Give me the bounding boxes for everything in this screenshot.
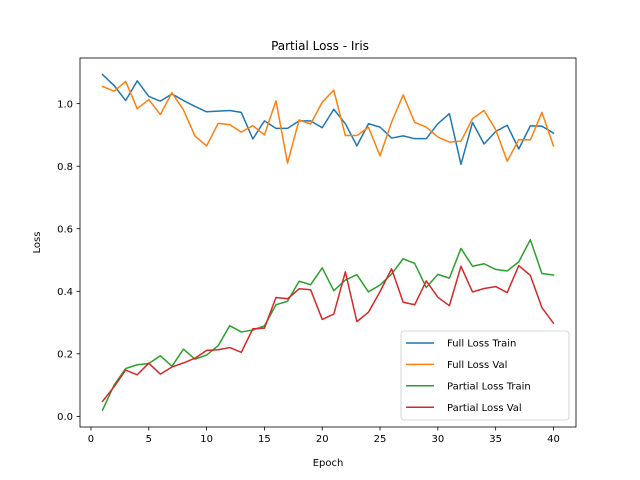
legend-label-2: Partial Loss Train <box>447 381 531 392</box>
x-axis-label: Epoch <box>313 458 344 469</box>
series-line-3 <box>101 264 555 403</box>
x-tick-label-5: 25 <box>374 434 387 445</box>
y-axis: 0.0 0.2 0.4 0.6 0.8 1.0 <box>57 99 80 423</box>
legend: Full Loss Train Full Loss Val Partial Loss… <box>400 330 570 421</box>
y-tick-label-5: 1.0 <box>57 99 73 110</box>
legend-box <box>400 330 570 421</box>
series-layer <box>101 73 555 412</box>
y-tick-label-1: 0.2 <box>57 349 73 360</box>
chart-title: Partial Loss - Iris <box>271 39 369 53</box>
series-line-2 <box>101 238 555 412</box>
legend-label-1: Full Loss Val <box>447 360 507 371</box>
x-tick-label-8: 40 <box>547 434 560 445</box>
legend-label-3: Partial Loss Val <box>447 403 522 414</box>
x-tick-label-2: 10 <box>200 434 213 445</box>
x-tick-label-1: 5 <box>146 434 152 445</box>
plot-frame <box>79 57 577 428</box>
x-axis: 0 5 10 15 20 25 30 35 40 <box>88 427 560 445</box>
legend-label-0: Full Loss Train <box>447 339 516 350</box>
x-tick-label-4: 20 <box>316 434 329 445</box>
y-axis-label: Loss <box>32 232 43 254</box>
x-tick-label-6: 30 <box>431 434 444 445</box>
series-line-0 <box>101 73 555 166</box>
y-tick-label-3: 0.6 <box>57 224 73 235</box>
y-tick-label-0: 0.0 <box>57 412 73 423</box>
series-line-1 <box>101 80 555 164</box>
y-tick-label-4: 0.8 <box>57 162 73 173</box>
x-tick-label-7: 35 <box>489 434 502 445</box>
y-tick-label-2: 0.4 <box>57 287 73 298</box>
x-tick-label-3: 15 <box>258 434 271 445</box>
x-tick-label-0: 0 <box>88 434 94 445</box>
